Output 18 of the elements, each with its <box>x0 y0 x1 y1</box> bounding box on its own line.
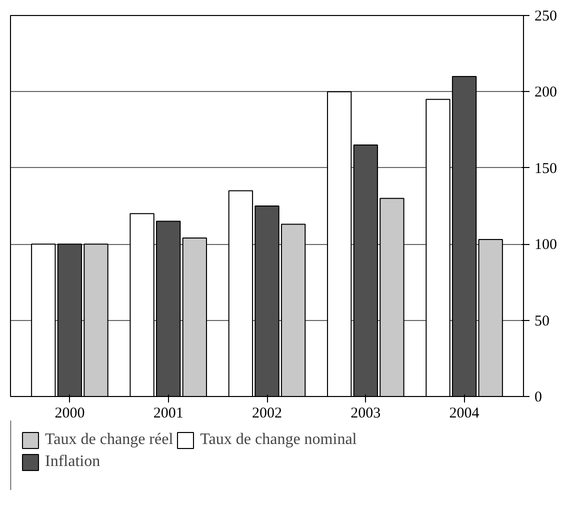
bar <box>31 244 56 396</box>
bar <box>478 239 503 396</box>
bar <box>327 91 352 396</box>
y-tick-label: 100 <box>534 237 557 254</box>
x-tick-label: 2000 <box>54 406 85 422</box>
x-tick-label: 2001 <box>153 406 184 422</box>
x-tick-label: 2002 <box>252 406 282 422</box>
y-tick-label: 0 <box>534 390 542 406</box>
x-tick-label: 2004 <box>449 406 480 422</box>
y-tick-label: 200 <box>534 84 557 101</box>
y-tick-label: 50 <box>534 313 550 330</box>
x-tick-label: 2003 <box>350 406 381 422</box>
y-tick-label: 250 <box>534 8 557 24</box>
legend-label: Inflation <box>45 453 100 471</box>
y-tick-label: 150 <box>534 160 557 177</box>
bar <box>182 238 207 396</box>
legend-label: Taux de change réel <box>45 431 174 449</box>
legend-label: Taux de change nominal <box>200 431 357 449</box>
